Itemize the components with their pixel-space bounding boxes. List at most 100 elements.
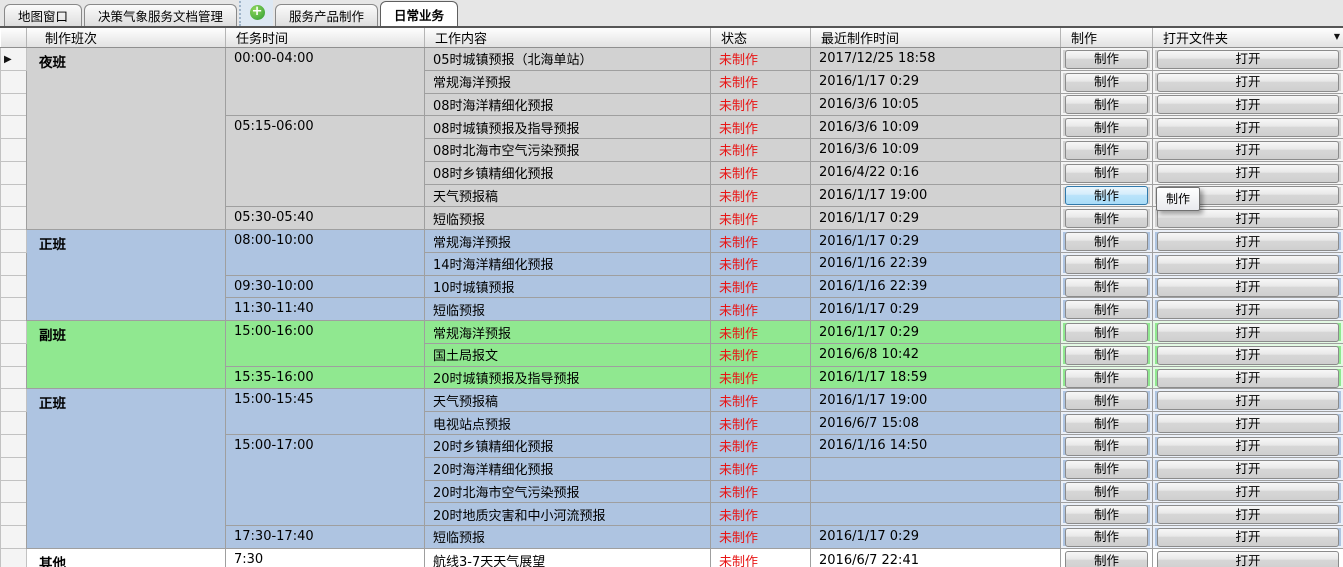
make-button[interactable]: 制作: [1065, 49, 1148, 69]
make-button[interactable]: 制作: [1065, 482, 1148, 502]
open-folder-button[interactable]: 打开: [1157, 254, 1339, 274]
row-selector[interactable]: [0, 388, 27, 413]
make-button[interactable]: 制作: [1065, 186, 1148, 206]
row-selector[interactable]: [0, 434, 27, 458]
row-selector[interactable]: [0, 525, 27, 549]
make-button[interactable]: 制作: [1065, 118, 1148, 138]
row-selector[interactable]: [0, 342, 27, 367]
open-folder-button[interactable]: 打开: [1157, 436, 1339, 456]
make-button[interactable]: 制作: [1065, 323, 1148, 343]
make-button[interactable]: 制作: [1065, 277, 1148, 297]
open-folder-button[interactable]: 打开: [1157, 140, 1339, 160]
open-folder-button[interactable]: 打开: [1157, 459, 1339, 479]
column-header[interactable]: 任务时间: [225, 28, 425, 48]
row-selector[interactable]: [0, 456, 27, 481]
task-time-cell: 15:35-16:00: [225, 365, 425, 390]
open-folder-button[interactable]: 打开: [1157, 414, 1339, 434]
open-folder-button[interactable]: 打开: [1157, 49, 1339, 69]
work-content-cell: 短临预报: [424, 297, 711, 322]
open-folder-button[interactable]: 打开: [1157, 323, 1339, 343]
make-button[interactable]: 制作: [1065, 72, 1148, 92]
row-selector[interactable]: [0, 138, 27, 162]
make-button[interactable]: 制作: [1065, 300, 1148, 320]
make-button[interactable]: 制作: [1065, 551, 1148, 567]
column-header[interactable]: 制作: [1060, 28, 1153, 48]
task-grid: 制作班次 任务时间 工作内容 状态 最近制作时间 制作 打开文件夹 ▶ 夜班 00:00-04:…: [0, 28, 1343, 567]
tab-0[interactable]: 地图窗口: [4, 4, 83, 26]
open-folder-button[interactable]: 打开: [1157, 95, 1339, 115]
grid-options-dropdown-arrow-icon[interactable]: ▼: [1333, 32, 1340, 41]
table-row: 14时海洋精细化预报 未制作 2016/1/16 22:39 制作 打开: [0, 251, 1343, 276]
row-selector[interactable]: [0, 229, 27, 253]
status-cell: 未制作: [710, 138, 811, 162]
row-selector[interactable]: [0, 160, 27, 185]
open-folder-button[interactable]: 打开: [1157, 277, 1339, 297]
row-selector[interactable]: [0, 365, 27, 390]
row-selector[interactable]: [0, 183, 27, 208]
shift-cell: 副班: [26, 320, 226, 390]
make-button[interactable]: 制作: [1065, 414, 1148, 434]
column-header[interactable]: 打开文件夹: [1152, 28, 1343, 48]
row-selector[interactable]: [0, 320, 27, 344]
open-folder-button[interactable]: 打开: [1157, 391, 1339, 411]
open-folder-button[interactable]: 打开: [1157, 482, 1339, 502]
open-folder-button[interactable]: 打开: [1157, 186, 1339, 206]
make-cell: 制作: [1060, 434, 1153, 458]
open-folder-button[interactable]: 打开: [1157, 551, 1339, 567]
last-made-time-cell: 2016/3/6 10:09: [810, 138, 1061, 162]
make-button[interactable]: 制作: [1065, 209, 1148, 229]
open-folder-button[interactable]: 打开: [1157, 232, 1339, 251]
row-selector[interactable]: [0, 251, 27, 276]
row-selector[interactable]: [0, 206, 27, 231]
make-button[interactable]: 制作: [1065, 345, 1148, 365]
row-selector[interactable]: [0, 92, 27, 117]
work-content-cell: 20时城镇预报及指导预报: [424, 365, 711, 390]
column-header[interactable]: 最近制作时间: [810, 28, 1061, 48]
status-cell: 未制作: [710, 69, 811, 94]
make-button[interactable]: 制作: [1065, 527, 1148, 547]
open-folder-button[interactable]: 打开: [1157, 300, 1339, 320]
open-folder-button[interactable]: 打开: [1157, 209, 1339, 229]
open-folder-button[interactable]: 打开: [1157, 368, 1339, 388]
row-selector[interactable]: ▶: [0, 47, 27, 71]
open-folder-button[interactable]: 打开: [1157, 345, 1339, 365]
make-button[interactable]: 制作: [1065, 254, 1148, 274]
tab-2[interactable]: 服务产品制作: [275, 4, 379, 26]
add-circle-icon[interactable]: +: [249, 4, 265, 20]
column-header[interactable]: 制作班次: [26, 28, 226, 48]
row-selector[interactable]: [0, 274, 27, 299]
make-button[interactable]: 制作: [1065, 368, 1148, 388]
row-selector[interactable]: [0, 297, 27, 322]
open-folder-button[interactable]: 打开: [1157, 163, 1339, 183]
make-button[interactable]: 制作: [1065, 95, 1148, 115]
last-made-time-cell: 2016/6/7 22:41: [810, 547, 1061, 567]
row-selector[interactable]: [0, 411, 27, 436]
make-button[interactable]: 制作: [1065, 232, 1148, 251]
make-button[interactable]: 制作: [1065, 436, 1148, 456]
make-cell: 制作: [1060, 274, 1153, 299]
last-made-time-cell: 2016/6/7 15:08: [810, 411, 1061, 436]
tab-3[interactable]: 日常业务: [380, 1, 459, 26]
make-button[interactable]: 制作: [1065, 505, 1148, 525]
make-button[interactable]: 制作: [1065, 163, 1148, 183]
open-folder-button[interactable]: 打开: [1157, 527, 1339, 547]
work-content-cell: 08时乡镇精细化预报: [424, 160, 711, 185]
make-button[interactable]: 制作: [1065, 459, 1148, 479]
last-made-time-cell: 2016/1/17 19:00: [810, 388, 1061, 413]
open-cell: 打开: [1152, 525, 1343, 549]
open-folder-button[interactable]: 打开: [1157, 72, 1339, 92]
column-header[interactable]: 工作内容: [424, 28, 711, 48]
open-folder-button[interactable]: 打开: [1157, 505, 1339, 525]
row-selector[interactable]: [0, 115, 27, 140]
row-selector[interactable]: [0, 69, 27, 94]
row-selector[interactable]: [0, 479, 27, 504]
tab-1[interactable]: 决策气象服务文档管理: [84, 4, 238, 26]
column-header[interactable]: 状态: [710, 28, 811, 48]
table-row: 国土局报文 未制作 2016/6/8 10:42 制作 打开: [0, 342, 1343, 367]
row-selector[interactable]: [0, 502, 27, 527]
open-folder-button[interactable]: 打开: [1157, 118, 1339, 138]
make-button[interactable]: 制作: [1065, 140, 1148, 160]
table-row: 20时北海市空气污染预报 未制作 制作 打开: [0, 479, 1343, 504]
row-selector[interactable]: [0, 547, 27, 567]
make-button[interactable]: 制作: [1065, 391, 1148, 411]
